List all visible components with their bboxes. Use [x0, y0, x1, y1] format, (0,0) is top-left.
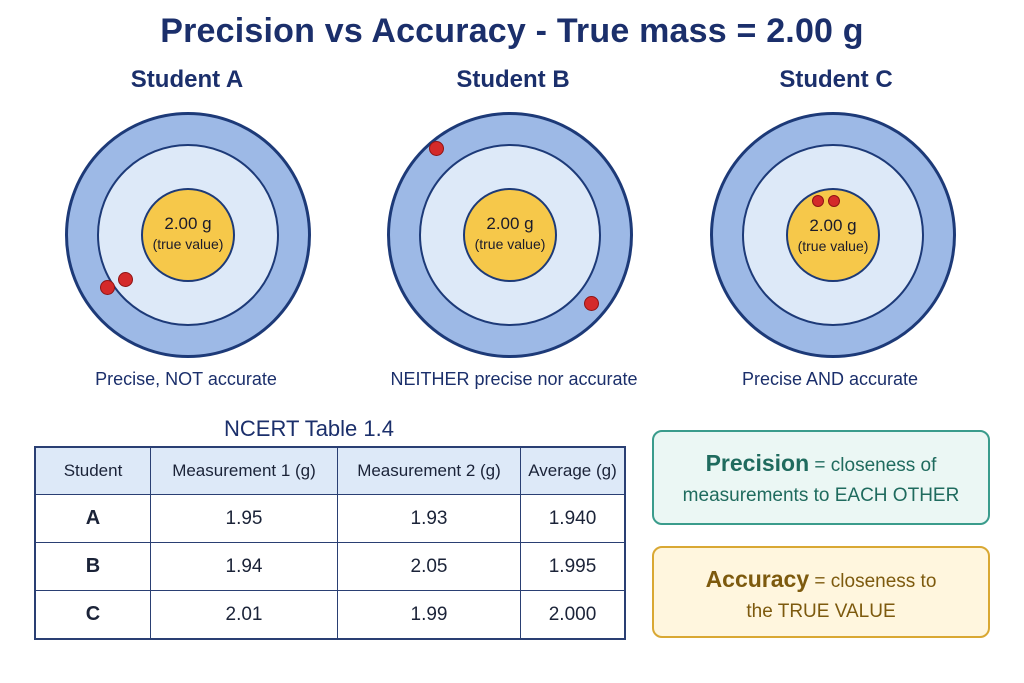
- student-b-verdict: NEITHER precise nor accurate: [390, 369, 638, 389]
- target-student-b: 2.00 g (true value): [382, 107, 642, 367]
- true-value-text: 2.00 g: [809, 216, 857, 235]
- hit-mark: [429, 141, 444, 156]
- table-cell: 2.05: [337, 542, 521, 591]
- column-header: Measurement 2 (g): [337, 446, 521, 495]
- student-a-label: Student A: [130, 66, 244, 93]
- target-student-c: 2.00 g (true value): [705, 107, 965, 367]
- precision-definition-line2: measurements to EACH OTHER: [682, 485, 960, 506]
- student-a-verdict: Precise, NOT accurate: [95, 369, 277, 389]
- table-cell: B: [34, 542, 151, 591]
- true-value-note: (true value): [797, 238, 869, 254]
- column-header: Student: [34, 446, 151, 495]
- accuracy-term: Accuracy: [705, 566, 810, 592]
- precision-definition-text: = closeness of: [809, 455, 937, 476]
- table-row: C 2.01 1.99 2.000: [34, 590, 626, 640]
- bullseye: 2.00 g (true value): [141, 188, 235, 282]
- table-title: NCERT Table 1.4: [224, 416, 394, 441]
- table-cell: 1.94: [150, 542, 338, 591]
- table-cell: 1.99: [337, 590, 521, 640]
- table-cell: C: [34, 590, 151, 640]
- hit-mark: [118, 272, 133, 287]
- student-c-label: Student C: [779, 66, 893, 93]
- table-row: A 1.95 1.93 1.940: [34, 494, 626, 543]
- hit-mark: [812, 195, 824, 207]
- accuracy-definition-line2: the TRUE VALUE: [746, 601, 896, 622]
- precision-definition-line1: Precision = closeness of: [654, 450, 988, 477]
- table-cell: 1.93: [337, 494, 521, 543]
- column-header: Average (g): [520, 446, 626, 495]
- true-value-text: 2.00 g: [486, 214, 534, 233]
- table-cell: 1.95: [150, 494, 338, 543]
- accuracy-definition-text: = closeness to: [809, 571, 937, 592]
- accuracy-definition-line1: Accuracy = closeness to: [654, 566, 988, 593]
- hit-mark: [100, 280, 115, 295]
- precision-term: Precision: [705, 450, 810, 476]
- measurements-table: Student Measurement 1 (g) Measurement 2 …: [34, 446, 626, 640]
- table-cell: 2.01: [150, 590, 338, 640]
- bullseye: 2.00 g (true value): [463, 188, 557, 282]
- true-value-note: (true value): [474, 236, 546, 252]
- table-cell: 1.995: [520, 542, 626, 591]
- true-value-text: 2.00 g: [164, 214, 212, 233]
- page-title: Precision vs Accuracy - True mass = 2.00…: [160, 12, 864, 50]
- table-header-row: Student Measurement 1 (g) Measurement 2 …: [34, 446, 626, 495]
- table-cell: A: [34, 494, 151, 543]
- hit-mark: [584, 296, 599, 311]
- table-cell: 2.000: [520, 590, 626, 640]
- target-student-a: 2.00 g (true value): [60, 107, 320, 367]
- column-header: Measurement 1 (g): [150, 446, 338, 495]
- hit-mark: [828, 195, 840, 207]
- student-b-label: Student B: [456, 66, 570, 93]
- accuracy-definition-box: Accuracy = closeness to the TRUE VALUE: [652, 546, 990, 638]
- student-c-verdict: Precise AND accurate: [741, 369, 919, 389]
- precision-definition-box: Precision = closeness of measurements to…: [652, 430, 990, 525]
- table-cell: 1.940: [520, 494, 626, 543]
- true-value-note: (true value): [152, 236, 224, 252]
- table-row: B 1.94 2.05 1.995: [34, 542, 626, 591]
